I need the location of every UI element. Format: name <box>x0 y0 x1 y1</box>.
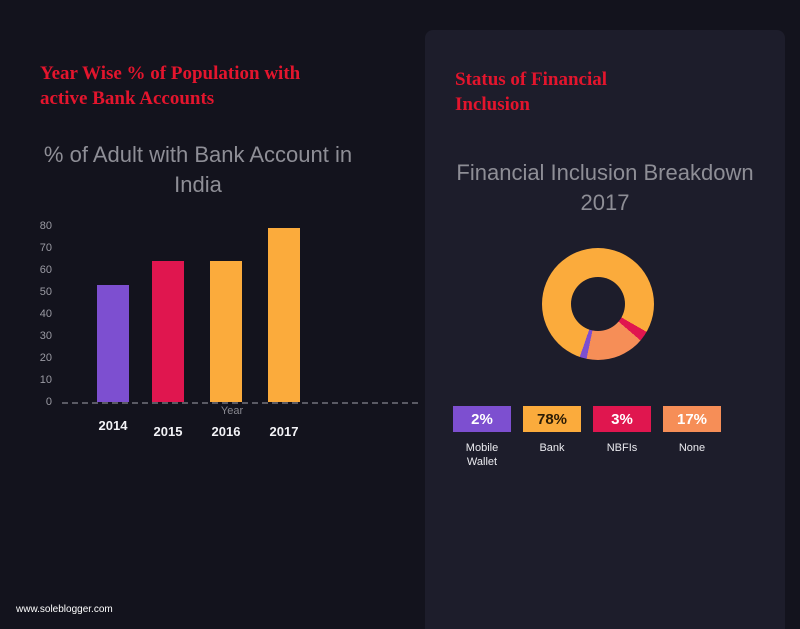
bar-chart-categories: 2014 2015 2016 2017 <box>62 418 418 448</box>
y-tick-label: 20 <box>39 352 52 364</box>
legend-badge-mobile-wallet: 2% <box>453 406 511 432</box>
y-tick-label: 50 <box>39 286 52 298</box>
bar-chart-y-axis: 0 10 20 30 40 50 60 70 80 <box>22 220 52 408</box>
y-tick-label: 0 <box>45 396 52 408</box>
bar-chart-title: % of Adult with Bank Account in India <box>43 142 353 197</box>
legend-label-bank: Bank <box>539 442 565 454</box>
legend: 2% Mobile Wallet 78% Bank 3% NBFIs 17% None <box>453 406 721 470</box>
left-heading: Year Wise % of Population with active Ba… <box>40 63 301 109</box>
legend-item-nbfis: 3% NBFIs <box>593 406 651 470</box>
category-label-2016: 2016 <box>211 424 241 439</box>
legend-label-mobile-wallet: Mobile Wallet <box>465 442 499 469</box>
bar-chart-x-axis-label: Year <box>220 405 244 417</box>
legend-item-bank: 78% Bank <box>523 406 581 470</box>
category-label-2015: 2015 <box>153 424 183 439</box>
donut-hole <box>571 277 625 331</box>
y-tick-label: 60 <box>39 264 52 276</box>
bar-2016 <box>210 261 242 402</box>
bar-chart-plot <box>62 226 418 404</box>
legend-label-none: None <box>678 442 706 454</box>
y-tick-label: 40 <box>39 308 52 320</box>
y-tick-label: 80 <box>39 220 52 232</box>
legend-item-mobile-wallet: 2% Mobile Wallet <box>453 406 511 470</box>
bar-2015 <box>152 261 184 402</box>
donut-chart-title: Financial Inclusion Breakdown 2017 <box>456 160 754 215</box>
y-tick-label: 30 <box>39 330 52 342</box>
right-heading: Status of Financial Inclusion <box>455 69 608 115</box>
y-tick-label: 10 <box>39 374 52 386</box>
legend-badge-nbfis: 3% <box>593 406 651 432</box>
legend-label-nbfis: NBFIs <box>606 442 638 454</box>
right-panel: Status of Financial Inclusion Financial … <box>425 30 785 629</box>
y-tick-label: 70 <box>39 242 52 254</box>
legend-badge-none: 17% <box>663 406 721 432</box>
bar-2017 <box>268 228 300 402</box>
donut-chart <box>542 248 654 360</box>
legend-item-none: 17% None <box>663 406 721 470</box>
category-label-2017: 2017 <box>269 424 299 439</box>
footer-url: www.soleblogger.com <box>16 604 113 615</box>
category-label-2014: 2014 <box>98 418 128 433</box>
legend-badge-bank: 78% <box>523 406 581 432</box>
bar-2014 <box>97 285 129 402</box>
